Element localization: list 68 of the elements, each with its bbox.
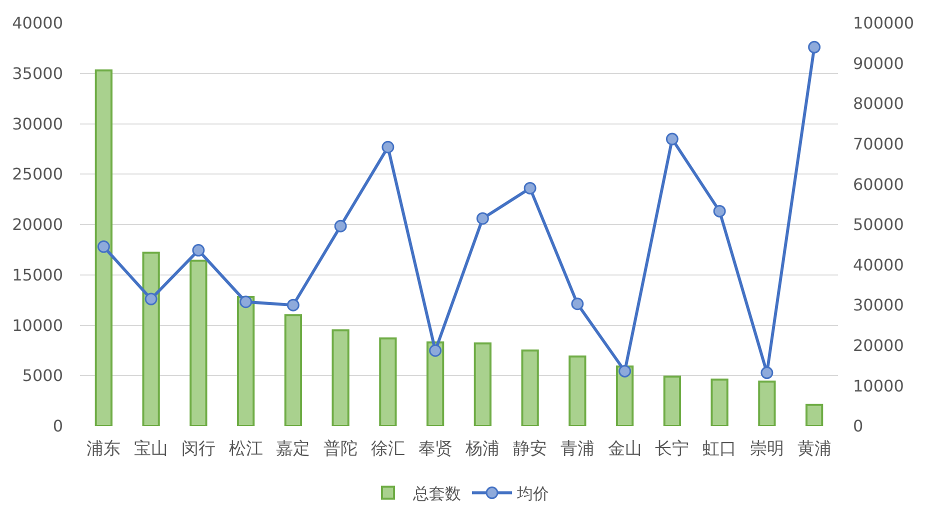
y-tick-label: 0 [52, 416, 63, 436]
x-tick-label: 宝山 [134, 439, 168, 459]
y2-tick-label: 80000 [853, 94, 904, 114]
x-tick-label: 嘉定 [276, 439, 310, 459]
y2-tick-label: 20000 [853, 336, 904, 355]
bar [758, 380, 776, 426]
bar [94, 69, 112, 426]
x-tick-label: 普陀 [324, 439, 358, 459]
y2-tick-label: 60000 [853, 174, 904, 194]
point [713, 204, 726, 218]
y-tick-label: 25000 [12, 164, 63, 184]
y2-tick-label: 70000 [853, 134, 904, 154]
x-tick-label: 崇明 [750, 439, 784, 459]
bar [710, 378, 728, 426]
x-tick-label: 青浦 [560, 439, 594, 459]
point [334, 220, 347, 232]
x-tick-label: 虹口 [702, 439, 737, 459]
y2-tick-label: 0 [853, 416, 864, 436]
x-tick-label: 长宁 [655, 439, 690, 459]
y-tick-label: 35000 [12, 64, 63, 83]
point [666, 132, 678, 146]
x-tick-label: 金山 [608, 439, 642, 459]
point [808, 40, 821, 54]
bar [284, 314, 302, 426]
y-tick-label: 10000 [12, 316, 63, 335]
bar [568, 355, 586, 426]
bar [474, 342, 492, 426]
y2-tick-label: 100000 [853, 14, 914, 33]
y2-tick-label: 50000 [853, 215, 904, 234]
bar [806, 404, 824, 426]
point [429, 344, 442, 357]
y2-tick-label: 10000 [853, 376, 904, 396]
bar [521, 349, 539, 426]
point [97, 240, 110, 253]
x-tick-label: 浦东 [86, 439, 121, 459]
y-tick-label: 20000 [12, 215, 63, 234]
bar [332, 329, 350, 426]
y-tick-label: 40000 [12, 14, 63, 33]
y2-tick-label: 40000 [853, 255, 904, 274]
bar [237, 296, 255, 426]
point [524, 182, 536, 194]
x-tick-label: 杨浦 [464, 439, 500, 459]
point [240, 296, 252, 308]
y-tick-label: 5000 [22, 366, 63, 386]
point [286, 298, 300, 312]
bar [663, 376, 681, 426]
point [382, 140, 394, 154]
y-tick-label: 30000 [12, 114, 63, 134]
x-tick-label: 黄浦 [797, 439, 832, 459]
point [476, 212, 489, 225]
point [192, 244, 205, 257]
point [760, 366, 774, 380]
x-tick-label: 静安 [513, 439, 548, 459]
point [571, 298, 584, 310]
x-tick-label: 徐汇 [370, 439, 405, 459]
y-tick-label: 15000 [12, 265, 63, 284]
legend-label: 均价 [516, 484, 549, 504]
y2-tick-label: 90000 [853, 54, 904, 73]
bar [190, 260, 208, 426]
x-tick-label: 闵行 [181, 439, 216, 459]
x-tick-label: 奉贤 [418, 439, 452, 459]
x-tick-label: 松江 [228, 439, 263, 459]
bar [379, 337, 397, 426]
bar [142, 252, 160, 426]
point [144, 292, 158, 306]
legend-label: 总套数 [412, 484, 461, 504]
y2-tick-label: 30000 [853, 296, 904, 315]
point [618, 364, 632, 378]
